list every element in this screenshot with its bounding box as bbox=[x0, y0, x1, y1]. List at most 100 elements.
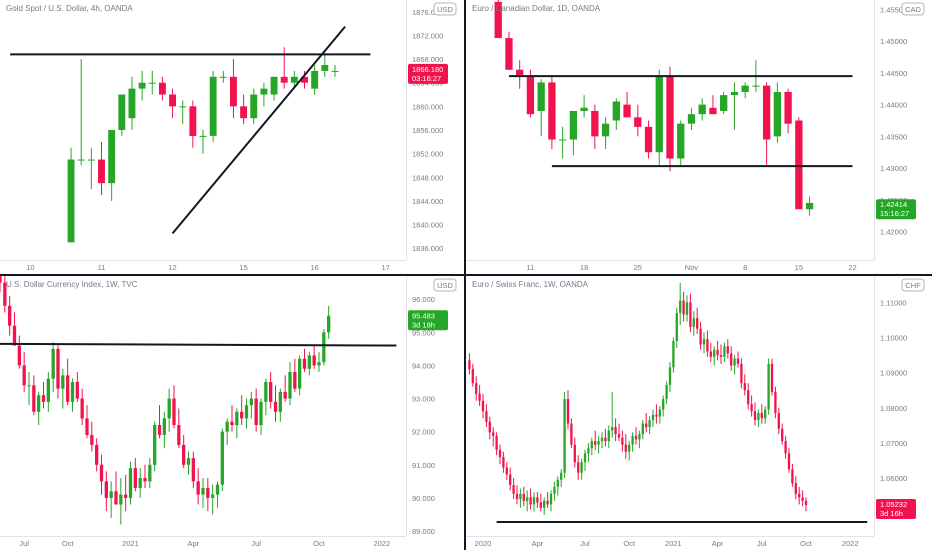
candle-body bbox=[215, 484, 220, 495]
candle-body bbox=[805, 202, 814, 210]
candle-body bbox=[148, 464, 152, 482]
x-tick-label: Oct bbox=[623, 539, 636, 548]
candle-body bbox=[51, 348, 55, 379]
candle-body bbox=[770, 363, 774, 392]
chart-pane-gold[interactable]: 1836.000 1840.000 1844.000 1848.000 1852.000… bbox=[0, 0, 464, 274]
candle-body bbox=[95, 444, 99, 465]
currency-tag bbox=[433, 2, 457, 16]
y-tick-label: 1.08000 bbox=[880, 404, 907, 413]
candle-body bbox=[260, 88, 268, 95]
candle-body bbox=[182, 444, 186, 465]
currency-tag bbox=[433, 278, 457, 292]
candle-body bbox=[488, 421, 491, 433]
candle-body bbox=[634, 117, 642, 127]
price-label-countdown: 3d 18h bbox=[412, 320, 435, 329]
x-tick-label: 2022 bbox=[373, 539, 390, 548]
candle-body bbox=[37, 395, 41, 412]
candle-body bbox=[672, 341, 675, 368]
candle-body bbox=[196, 481, 200, 495]
candle-body bbox=[577, 462, 580, 473]
candle-body bbox=[662, 398, 665, 410]
price-label-countdown: 03:16:27 bbox=[412, 74, 441, 83]
trend-line bbox=[171, 25, 346, 235]
chart-svg-gold: 1836.000 1840.000 1844.000 1848.000 1852.000… bbox=[0, 0, 457, 272]
candle-body bbox=[209, 76, 217, 136]
candle-body bbox=[288, 372, 292, 399]
pane-divider-horizontal[interactable] bbox=[0, 274, 932, 276]
candle-body bbox=[677, 123, 685, 159]
candle-body bbox=[505, 38, 513, 70]
y-tick-label: 1.11000 bbox=[880, 298, 907, 307]
candle-body bbox=[162, 418, 166, 435]
candle-body bbox=[573, 444, 576, 463]
candle-body bbox=[730, 91, 739, 96]
candle-body bbox=[249, 398, 253, 406]
candle-body bbox=[273, 401, 278, 412]
candle-body bbox=[747, 390, 750, 405]
candle-body bbox=[634, 435, 638, 440]
x-tick-label: Jul bbox=[251, 539, 261, 548]
x-tick-label: 22 bbox=[848, 263, 856, 272]
candle-body bbox=[601, 123, 610, 137]
candle-body bbox=[767, 363, 770, 410]
x-tick-label: Jul bbox=[757, 539, 767, 548]
candle-body bbox=[753, 411, 757, 421]
candle-body bbox=[604, 437, 607, 442]
chart-pane-eurcad[interactable]: 1.420001.425001.430001.435001.440001.445… bbox=[466, 0, 932, 274]
price-label bbox=[408, 310, 448, 331]
candle-body bbox=[230, 421, 234, 426]
candle-body bbox=[104, 481, 108, 498]
x-tick-label: Oct bbox=[800, 539, 813, 548]
candle-body bbox=[536, 497, 539, 503]
candle-body bbox=[641, 423, 644, 435]
candle-body bbox=[240, 106, 248, 119]
candle-body bbox=[706, 339, 709, 352]
candle-body bbox=[505, 467, 508, 475]
y-tick-label: 1860.000 bbox=[412, 102, 443, 111]
candle-body bbox=[225, 421, 229, 432]
candle-body bbox=[219, 76, 227, 78]
candle-body bbox=[773, 91, 782, 137]
candle-body bbox=[787, 453, 791, 470]
candle-body bbox=[679, 300, 682, 313]
candle-body bbox=[327, 315, 331, 333]
candle-body bbox=[475, 383, 478, 394]
candle-body bbox=[556, 479, 559, 487]
candle-body bbox=[191, 458, 195, 482]
x-tick-label: Nov bbox=[685, 263, 699, 272]
candle-body bbox=[617, 434, 621, 438]
candle-body bbox=[468, 360, 471, 370]
candle-body bbox=[148, 82, 156, 84]
candle-body bbox=[3, 282, 7, 306]
candle-body bbox=[485, 411, 488, 422]
candle-body bbox=[570, 423, 573, 445]
y-tick-label: 91.000 bbox=[412, 461, 435, 470]
candle-body bbox=[138, 82, 146, 89]
chart-pane-eurchf[interactable]: 1.050001.060001.070001.080001.090001.100… bbox=[466, 276, 932, 550]
chart-pane-dxy[interactable]: 89.000 90.000 91.000 92.000 93.000 94.000 95.0… bbox=[0, 276, 464, 550]
candle-body bbox=[177, 425, 181, 445]
candle-body bbox=[301, 76, 308, 83]
candle-body bbox=[495, 435, 498, 450]
chart-title: Euro / Canadian Dollar, 1D, OANDA bbox=[472, 4, 601, 13]
candle-body bbox=[764, 409, 767, 419]
candle-body bbox=[651, 414, 655, 421]
currency-tag-label: USD bbox=[437, 5, 453, 14]
currency-tag bbox=[901, 278, 925, 292]
pane-divider-vertical[interactable] bbox=[464, 0, 466, 550]
candle-body bbox=[321, 65, 329, 71]
candle-body bbox=[532, 497, 536, 505]
candle-body bbox=[781, 428, 784, 442]
candle-body bbox=[8, 305, 12, 326]
candle-body bbox=[41, 395, 46, 402]
candle-body bbox=[85, 418, 89, 435]
price-label-value: 1.05232 bbox=[880, 500, 907, 509]
candle-body bbox=[624, 444, 627, 452]
candle-body bbox=[740, 363, 743, 384]
candle-body bbox=[631, 435, 634, 445]
currency-tag-label: CAD bbox=[905, 5, 921, 14]
candle-body bbox=[519, 493, 522, 500]
candle-body bbox=[526, 76, 535, 115]
candle-body bbox=[623, 104, 631, 118]
x-tick-label: Apr bbox=[187, 539, 199, 548]
